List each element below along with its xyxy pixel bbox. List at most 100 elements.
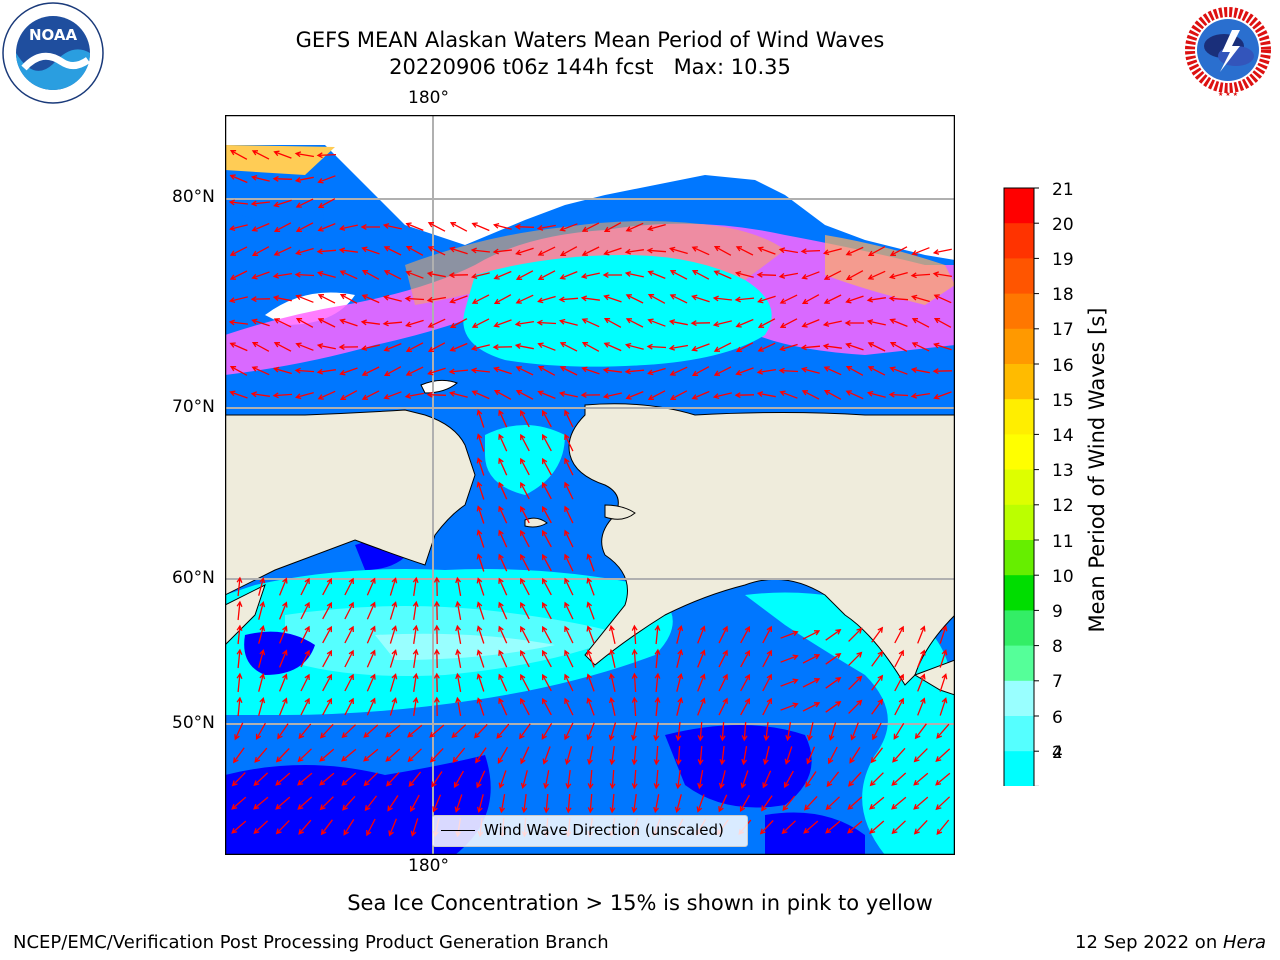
wind-wave-arrow (647, 318, 666, 327)
wind-wave-arrow (429, 747, 444, 763)
wind-wave-arrow (493, 270, 512, 280)
wind-wave-arrow (825, 796, 840, 811)
wind-wave-arrow (581, 246, 600, 256)
wind-wave-arrow (514, 320, 535, 327)
wind-wave-arrow (917, 697, 926, 716)
wind-wave-arrow (476, 433, 485, 452)
wind-wave-arrow (229, 246, 248, 256)
wind-wave-arrow (448, 390, 468, 398)
wind-wave-arrow (740, 770, 749, 789)
wind-wave-arrow (735, 246, 754, 256)
wind-wave-arrow (741, 745, 748, 766)
wind-wave-arrow (559, 366, 578, 376)
wind-wave-arrow (564, 505, 574, 524)
wind-wave-arrow (520, 746, 530, 765)
wind-wave-arrow (476, 601, 485, 620)
wind-wave-arrow (295, 294, 314, 303)
wind-wave-arrow (889, 342, 908, 352)
wind-wave-arrow (894, 697, 904, 716)
wind-wave-arrow (676, 649, 684, 668)
wind-wave-arrow (608, 722, 617, 741)
wind-wave-arrow (669, 270, 688, 280)
wind-wave-arrow (364, 795, 378, 812)
wind-wave-arrow (848, 651, 863, 666)
wind-wave-arrow (344, 697, 354, 716)
wind-wave-arrow (317, 222, 336, 232)
colorbar-segment (1004, 364, 1034, 400)
wind-wave-arrow (275, 772, 291, 786)
wind-wave-arrow (866, 319, 886, 326)
wind-wave-arrow (609, 746, 616, 766)
wind-wave-arrow (910, 392, 931, 399)
wind-wave-arrow (470, 247, 490, 254)
wind-wave-arrow (762, 649, 772, 668)
wind-wave-arrow (294, 271, 315, 278)
wind-wave-arrow (586, 553, 595, 572)
wind-wave-arrow (297, 796, 313, 810)
wind-wave-arrow (801, 390, 820, 400)
wind-wave-arrow (493, 319, 512, 328)
wind-wave-arrow (426, 296, 447, 303)
wind-wave-arrow (366, 673, 376, 692)
wind-wave-arrow (300, 673, 310, 692)
wind-wave-arrow (646, 343, 667, 350)
wind-wave-arrow (888, 391, 909, 398)
wind-wave-arrow (229, 150, 248, 160)
wind-wave-arrow (476, 770, 486, 789)
wind-wave-arrow (893, 722, 905, 740)
wind-wave-arrow (251, 342, 270, 352)
wind-wave-arrow (388, 818, 398, 837)
wind-wave-arrow (476, 577, 485, 596)
wind-wave-arrow (647, 294, 666, 304)
wind-wave-arrow (653, 794, 660, 814)
wind-wave-arrow (911, 247, 930, 256)
wind-wave-arrow (586, 625, 595, 644)
wind-wave-arrow (762, 697, 772, 716)
wind-wave-arrow (580, 272, 600, 279)
wind-wave-arrow (316, 248, 337, 255)
wind-wave-arrow (849, 747, 861, 764)
wind-wave-arrow (586, 577, 595, 596)
wind-wave-arrow (847, 820, 863, 834)
wind-wave-arrow (780, 654, 799, 663)
wind-wave-arrow (476, 505, 485, 524)
wind-wave-arrow (564, 577, 574, 596)
wind-wave-arrow (498, 457, 508, 476)
wind-wave-arrow (339, 390, 358, 400)
wind-wave-arrow (933, 294, 952, 304)
cb-tick-4: 4 (1052, 743, 1063, 763)
wind-wave-arrow (888, 271, 908, 280)
wind-wave-arrow (565, 793, 572, 814)
wind-wave-arrow (387, 795, 399, 812)
wind-wave-arrow (363, 724, 379, 738)
colorbar-segment (1004, 258, 1034, 295)
wind-wave-arrow (581, 366, 600, 375)
wind-wave-arrow (361, 246, 380, 255)
wind-wave-arrow (891, 796, 907, 810)
wind-wave-arrow (869, 796, 885, 810)
wind-wave-arrow (297, 748, 312, 763)
land-siberia (225, 409, 476, 596)
wind-wave-arrow (719, 721, 726, 742)
wind-wave-arrow (936, 819, 950, 836)
wind-wave-arrow (933, 318, 952, 328)
wind-wave-arrow (719, 746, 726, 766)
wind-wave-arrow (492, 222, 512, 230)
wind-wave-arrow (278, 577, 288, 596)
wind-wave-arrow (779, 390, 798, 399)
wind-wave-arrow (718, 649, 728, 668)
wind-wave-arrow (697, 625, 706, 644)
wind-wave-arrow (559, 342, 578, 352)
wind-wave-arrow (470, 367, 490, 374)
wind-wave-arrow (757, 295, 776, 304)
wind-wave-arrow (932, 248, 952, 255)
wind-wave-arrow (624, 248, 644, 255)
cb-tick-6: 6 (1052, 708, 1063, 728)
wind-wave-arrow (405, 319, 424, 328)
wind-wave-arrow (542, 505, 552, 524)
wind-wave-arrow (740, 625, 750, 644)
wind-wave-arrow (847, 771, 862, 787)
wind-wave-arrow (782, 795, 796, 812)
cb-tick-17: 17 (1052, 320, 1074, 340)
wind-wave-arrow (889, 246, 908, 256)
